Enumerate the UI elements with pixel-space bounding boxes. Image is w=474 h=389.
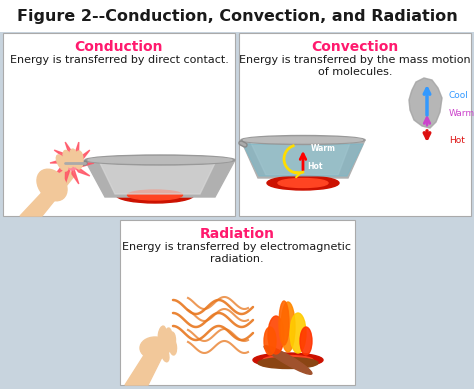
Polygon shape (72, 163, 94, 166)
Polygon shape (20, 168, 75, 216)
Ellipse shape (158, 326, 166, 342)
Text: Energy is transferred by the mass motion
of molecules.: Energy is transferred by the mass motion… (239, 55, 471, 77)
Ellipse shape (128, 190, 182, 200)
Ellipse shape (244, 137, 363, 143)
Text: Cool: Cool (449, 91, 469, 100)
Text: Convection: Convection (311, 40, 399, 54)
Polygon shape (100, 163, 215, 194)
Text: Radiation: Radiation (200, 227, 274, 241)
Ellipse shape (70, 149, 78, 167)
Ellipse shape (85, 155, 235, 165)
Ellipse shape (253, 353, 323, 367)
Polygon shape (54, 163, 72, 176)
FancyBboxPatch shape (239, 33, 471, 216)
Ellipse shape (241, 135, 365, 144)
Ellipse shape (264, 327, 276, 355)
Ellipse shape (164, 328, 172, 344)
FancyBboxPatch shape (3, 33, 235, 216)
Ellipse shape (161, 346, 169, 362)
Text: Warm: Warm (449, 109, 474, 117)
Text: Figure 2--Conduction, Convection, and Radiation: Figure 2--Conduction, Convection, and Ra… (17, 9, 457, 23)
Ellipse shape (267, 176, 339, 190)
Polygon shape (54, 150, 72, 163)
Polygon shape (409, 78, 442, 128)
Ellipse shape (56, 155, 68, 171)
Ellipse shape (264, 346, 312, 374)
Ellipse shape (290, 313, 306, 353)
Text: Warm: Warm (311, 144, 336, 153)
Ellipse shape (37, 169, 67, 201)
Ellipse shape (88, 156, 232, 163)
Polygon shape (243, 144, 363, 176)
Text: Conduction: Conduction (75, 40, 163, 54)
Polygon shape (72, 150, 90, 163)
Polygon shape (72, 163, 90, 176)
Ellipse shape (278, 179, 328, 187)
Ellipse shape (63, 151, 73, 168)
Text: Hot: Hot (449, 135, 465, 144)
Ellipse shape (140, 337, 170, 359)
Polygon shape (241, 140, 365, 178)
Ellipse shape (300, 327, 312, 355)
Polygon shape (251, 143, 350, 175)
Text: Energy is transferred by direct contact.: Energy is transferred by direct contact. (9, 55, 228, 65)
Polygon shape (85, 160, 235, 197)
Ellipse shape (279, 301, 289, 345)
Ellipse shape (281, 302, 295, 352)
Text: Hot: Hot (307, 162, 322, 171)
Polygon shape (65, 163, 72, 184)
Ellipse shape (268, 316, 284, 354)
Ellipse shape (168, 332, 175, 348)
Polygon shape (65, 142, 72, 163)
Ellipse shape (116, 187, 194, 203)
Polygon shape (72, 163, 79, 184)
Ellipse shape (169, 339, 176, 355)
Ellipse shape (258, 357, 318, 368)
Polygon shape (50, 159, 72, 163)
Ellipse shape (65, 156, 79, 170)
Polygon shape (72, 142, 79, 163)
Polygon shape (409, 78, 442, 128)
FancyBboxPatch shape (0, 0, 474, 32)
Text: Energy is transferred by electromagnetic
radiation.: Energy is transferred by electromagnetic… (122, 242, 352, 264)
Ellipse shape (263, 356, 313, 364)
Polygon shape (125, 338, 168, 385)
FancyBboxPatch shape (120, 220, 355, 385)
Ellipse shape (75, 151, 83, 169)
